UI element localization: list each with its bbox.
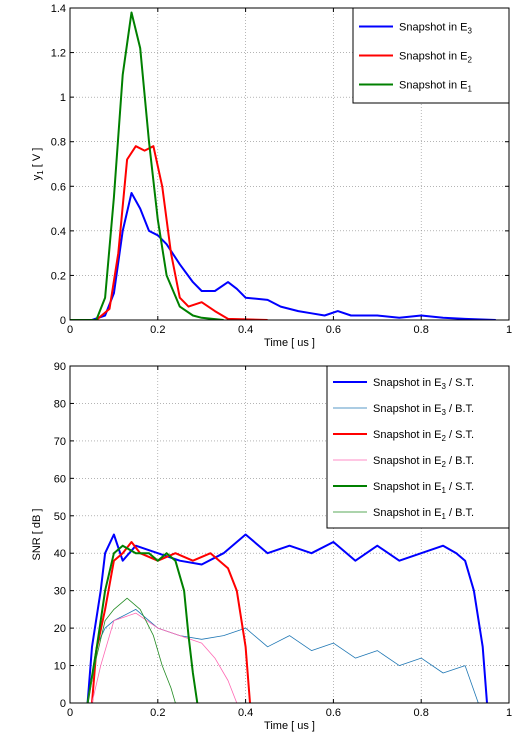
- y-axis-label-main: y: [31, 174, 43, 180]
- x-tick-label: 0.2: [150, 324, 165, 336]
- x-tick-label: 1: [506, 324, 512, 336]
- legend-label: Snapshot in E1 / B.T.: [373, 507, 474, 521]
- y-tick-label: 1.2: [51, 48, 66, 60]
- x-tick-label: 0.4: [238, 324, 253, 336]
- y-tick-label: 40: [54, 548, 66, 560]
- legend-label-suffix: / S.T.: [446, 377, 474, 389]
- y-axis-label: SNR [ dB ]: [31, 509, 43, 561]
- legend-label-subscript: 1: [442, 512, 447, 521]
- y-tick-label: 1: [60, 92, 66, 104]
- legend-label-subscript: 3: [442, 408, 447, 417]
- x-tick-label: 0.8: [414, 707, 429, 719]
- legend-label-main: Snapshot in E: [373, 507, 442, 519]
- y-tick-label: 1.4: [51, 3, 66, 15]
- legend-label-main: Snapshot in E: [373, 481, 442, 493]
- y-tick-label: 60: [54, 473, 66, 485]
- legend-label-subscript: 3: [468, 27, 473, 36]
- y-tick-label: 80: [54, 398, 66, 410]
- x-tick-label: 0.6: [326, 707, 341, 719]
- x-tick-label: 0.2: [150, 707, 165, 719]
- y-axis-label-unit: [ V ]: [31, 148, 43, 171]
- y-tick-label: 0.2: [51, 270, 66, 282]
- y-tick-label: 0: [60, 698, 66, 710]
- chart-1: 0 0.2 0.4 0.6 0.8 1 0 0.2 0.4 0.6 0.8 1 1.2 1.4 Time […: [31, 3, 512, 349]
- y-axis-label-main: SNR [ dB ]: [31, 509, 43, 561]
- legend-label-suffix: / B.T.: [446, 403, 474, 415]
- axes-frame: [69, 365, 510, 704]
- legend-label: Snapshot in E2 / B.T.: [373, 455, 474, 469]
- y-tick-label: 10: [54, 661, 66, 673]
- legend-label-subscript: 1: [468, 85, 473, 94]
- legend-label: Snapshot in E2 / S.T.: [373, 429, 474, 443]
- axes-frame: [69, 7, 510, 321]
- y-axis-label: y1 [ V ]: [31, 148, 45, 181]
- series-line-3: [70, 11, 224, 320]
- legend-label-main: Snapshot in E: [399, 22, 468, 34]
- x-tick-label: 0.4: [238, 707, 253, 719]
- legend-label-subscript: 3: [442, 382, 447, 391]
- series-line-5: [86, 544, 199, 703]
- legend-label-subscript: 1: [442, 486, 447, 495]
- legend-label-main: Snapshot in E: [373, 403, 442, 415]
- y-tick-label: 70: [54, 436, 66, 448]
- legend-label-suffix: / B.T.: [446, 455, 474, 467]
- legend-label-main: Snapshot in E: [373, 455, 442, 467]
- y-tick-label: 0.8: [51, 137, 66, 149]
- legend-label-suffix: / B.T.: [446, 507, 474, 519]
- legend-label-suffix: / S.T.: [446, 429, 474, 441]
- legend-label: Snapshot in E3: [399, 22, 473, 36]
- x-tick-label: 0: [67, 324, 73, 336]
- legend-label-main: Snapshot in E: [399, 80, 468, 92]
- y-tick-label: 0.6: [51, 181, 66, 193]
- legend-label-subscript: 2: [442, 434, 447, 443]
- series-line-2: [87, 609, 479, 703]
- legend-label: Snapshot in E2: [399, 51, 473, 65]
- x-tick-label: 0: [67, 707, 73, 719]
- y-tick-label: 20: [54, 623, 66, 635]
- legend-label-subscript: 2: [468, 56, 473, 65]
- series-line-1: [70, 192, 496, 320]
- legend-label: Snapshot in E3 / B.T.: [373, 403, 474, 417]
- legend-label-subscript: 2: [442, 460, 447, 469]
- series-line-6: [87, 597, 176, 703]
- legend-box: [326, 365, 510, 529]
- legend-label-main: Snapshot in E: [373, 377, 442, 389]
- y-axis-label-subscript: 1: [36, 170, 45, 175]
- legend-label-main: Snapshot in E: [399, 51, 468, 63]
- legend-label-main: Snapshot in E: [373, 429, 442, 441]
- y-tick-label: 0: [60, 315, 66, 327]
- x-tick-label: 0.8: [414, 324, 429, 336]
- x-axis-label: Time [ us ]: [264, 337, 315, 349]
- y-tick-label: 50: [54, 511, 66, 523]
- series-line-4: [91, 612, 238, 703]
- x-tick-label: 0.6: [326, 324, 341, 336]
- legend-label: Snapshot in E3 / S.T.: [373, 377, 474, 391]
- legend-label: Snapshot in E1 / S.T.: [373, 481, 474, 495]
- x-axis-label: Time [ us ]: [264, 720, 315, 732]
- y-tick-label: 90: [54, 361, 66, 373]
- y-tick-label: 0.4: [51, 226, 66, 238]
- x-tick-label: 1: [506, 707, 512, 719]
- legend-label: Snapshot in E1: [399, 80, 473, 94]
- y-tick-label: 30: [54, 586, 66, 598]
- series-line-1: [86, 533, 488, 703]
- legend-label-suffix: / S.T.: [446, 481, 474, 493]
- series-line-2: [70, 145, 268, 320]
